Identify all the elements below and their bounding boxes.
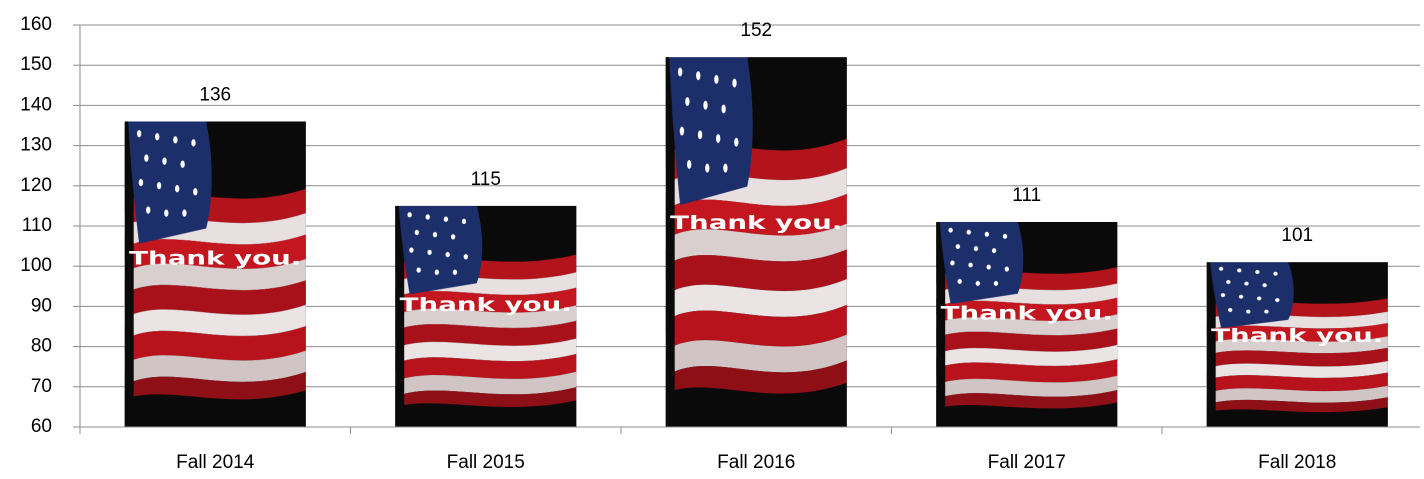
bar-image-text: Thank you. [670, 212, 842, 234]
y-tick-label: 130 [20, 135, 52, 156]
x-tick-label: Fall 2017 [988, 452, 1066, 473]
y-tick-label: 100 [20, 255, 52, 276]
y-tick-label: 90 [31, 295, 52, 316]
bar-image-text: Thank you. [1211, 325, 1383, 347]
bar [665, 57, 847, 427]
data-label: 101 [1281, 225, 1313, 246]
y-tick-label: 160 [20, 14, 52, 35]
y-tick-label: 120 [20, 175, 52, 196]
bar-image-text: Thank you. [941, 303, 1113, 325]
bar [1206, 262, 1388, 427]
y-tick-label: 150 [20, 54, 52, 75]
data-label: 115 [471, 169, 501, 190]
bar [124, 121, 306, 427]
data-label: 152 [740, 20, 772, 41]
y-tick-label: 80 [31, 336, 52, 357]
x-tick-label: Fall 2016 [717, 452, 795, 473]
bar [395, 205, 577, 427]
bar [936, 221, 1118, 427]
y-tick-label: 140 [20, 94, 52, 115]
y-tick-label: 70 [31, 376, 52, 397]
data-label: 136 [199, 84, 231, 105]
x-tick-label: Fall 2014 [176, 452, 255, 473]
data-label: 111 [1012, 185, 1041, 206]
y-tick-label: 60 [31, 416, 52, 437]
x-tick-label: Fall 2018 [1258, 452, 1336, 473]
y-tick-label: 110 [22, 215, 52, 236]
x-tick-label: Fall 2015 [447, 452, 525, 473]
bar-image-text: Thank you. [129, 247, 301, 269]
bar-image-text: Thank you. [400, 294, 572, 316]
